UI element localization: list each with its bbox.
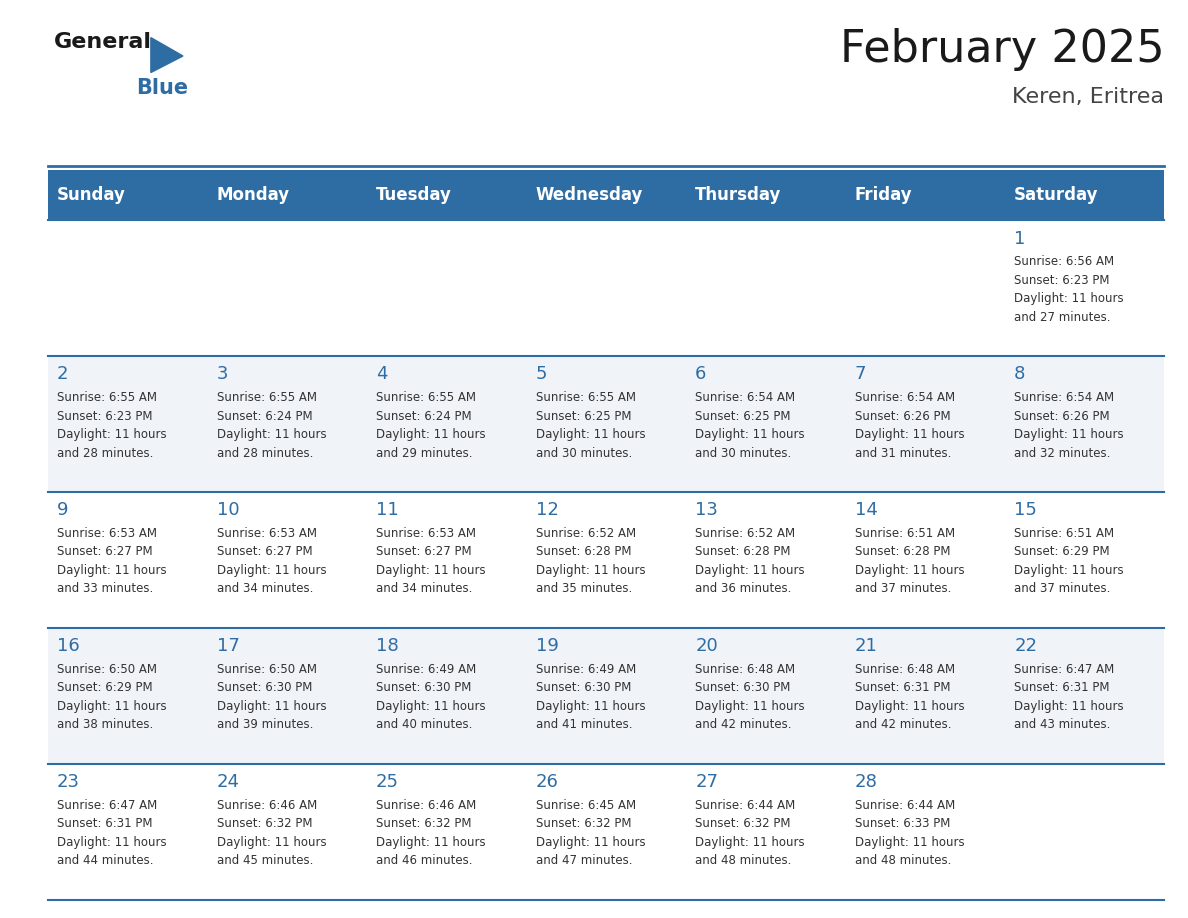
Text: Keren, Eritrea: Keren, Eritrea	[1012, 87, 1164, 107]
Text: Monday: Monday	[216, 186, 290, 204]
Bar	[48, 356, 1164, 492]
Text: 1: 1	[1015, 230, 1025, 248]
Text: Sunrise: 6:55 AM
Sunset: 6:24 PM
Daylight: 11 hours
and 29 minutes.: Sunrise: 6:55 AM Sunset: 6:24 PM Dayligh…	[377, 391, 486, 460]
Text: Blue: Blue	[137, 78, 189, 98]
Text: Sunrise: 6:49 AM
Sunset: 6:30 PM
Daylight: 11 hours
and 40 minutes.: Sunrise: 6:49 AM Sunset: 6:30 PM Dayligh…	[377, 663, 486, 732]
Text: Sunrise: 6:53 AM
Sunset: 6:27 PM
Daylight: 11 hours
and 34 minutes.: Sunrise: 6:53 AM Sunset: 6:27 PM Dayligh…	[377, 527, 486, 596]
Text: Sunrise: 6:53 AM
Sunset: 6:27 PM
Daylight: 11 hours
and 34 minutes.: Sunrise: 6:53 AM Sunset: 6:27 PM Dayligh…	[216, 527, 327, 596]
Text: Sunrise: 6:52 AM
Sunset: 6:28 PM
Daylight: 11 hours
and 36 minutes.: Sunrise: 6:52 AM Sunset: 6:28 PM Dayligh…	[695, 527, 804, 596]
Text: 17: 17	[216, 637, 240, 655]
Text: 24: 24	[216, 773, 240, 791]
Text: Sunrise: 6:50 AM
Sunset: 6:29 PM
Daylight: 11 hours
and 38 minutes.: Sunrise: 6:50 AM Sunset: 6:29 PM Dayligh…	[57, 663, 166, 732]
Text: 9: 9	[57, 501, 69, 520]
Text: Sunrise: 6:44 AM
Sunset: 6:33 PM
Daylight: 11 hours
and 48 minutes.: Sunrise: 6:44 AM Sunset: 6:33 PM Dayligh…	[854, 799, 965, 868]
Text: 15: 15	[1015, 501, 1037, 520]
Text: Sunrise: 6:44 AM
Sunset: 6:32 PM
Daylight: 11 hours
and 48 minutes.: Sunrise: 6:44 AM Sunset: 6:32 PM Dayligh…	[695, 799, 804, 868]
Text: Sunrise: 6:55 AM
Sunset: 6:24 PM
Daylight: 11 hours
and 28 minutes.: Sunrise: 6:55 AM Sunset: 6:24 PM Dayligh…	[216, 391, 327, 460]
Text: 21: 21	[854, 637, 878, 655]
Text: 26: 26	[536, 773, 558, 791]
Text: 27: 27	[695, 773, 719, 791]
Text: 20: 20	[695, 637, 718, 655]
Text: 5: 5	[536, 365, 548, 384]
Bar	[48, 170, 207, 220]
Text: 6: 6	[695, 365, 707, 384]
Text: Sunrise: 6:51 AM
Sunset: 6:28 PM
Daylight: 11 hours
and 37 minutes.: Sunrise: 6:51 AM Sunset: 6:28 PM Dayligh…	[854, 527, 965, 596]
Bar	[1005, 170, 1164, 220]
Text: Sunrise: 6:55 AM
Sunset: 6:23 PM
Daylight: 11 hours
and 28 minutes.: Sunrise: 6:55 AM Sunset: 6:23 PM Dayligh…	[57, 391, 166, 460]
Text: Sunday: Sunday	[57, 186, 126, 204]
Text: Thursday: Thursday	[695, 186, 782, 204]
Text: 25: 25	[377, 773, 399, 791]
Text: 16: 16	[57, 637, 80, 655]
Text: 7: 7	[854, 365, 866, 384]
Text: 2: 2	[57, 365, 69, 384]
Bar	[367, 170, 526, 220]
Text: 11: 11	[377, 501, 399, 520]
Bar	[48, 628, 1164, 764]
Bar	[48, 764, 1164, 900]
Text: Wednesday: Wednesday	[536, 186, 643, 204]
Text: General: General	[53, 32, 151, 52]
Text: 4: 4	[377, 365, 387, 384]
Text: Sunrise: 6:54 AM
Sunset: 6:26 PM
Daylight: 11 hours
and 32 minutes.: Sunrise: 6:54 AM Sunset: 6:26 PM Dayligh…	[1015, 391, 1124, 460]
Bar	[845, 170, 1005, 220]
Text: Sunrise: 6:54 AM
Sunset: 6:26 PM
Daylight: 11 hours
and 31 minutes.: Sunrise: 6:54 AM Sunset: 6:26 PM Dayligh…	[854, 391, 965, 460]
Text: Sunrise: 6:47 AM
Sunset: 6:31 PM
Daylight: 11 hours
and 43 minutes.: Sunrise: 6:47 AM Sunset: 6:31 PM Dayligh…	[1015, 663, 1124, 732]
Text: Sunrise: 6:50 AM
Sunset: 6:30 PM
Daylight: 11 hours
and 39 minutes.: Sunrise: 6:50 AM Sunset: 6:30 PM Dayligh…	[216, 663, 327, 732]
Text: 12: 12	[536, 501, 558, 520]
Text: Sunrise: 6:49 AM
Sunset: 6:30 PM
Daylight: 11 hours
and 41 minutes.: Sunrise: 6:49 AM Sunset: 6:30 PM Dayligh…	[536, 663, 645, 732]
Bar	[48, 220, 1164, 356]
Text: Sunrise: 6:56 AM
Sunset: 6:23 PM
Daylight: 11 hours
and 27 minutes.: Sunrise: 6:56 AM Sunset: 6:23 PM Dayligh…	[1015, 255, 1124, 324]
Text: Sunrise: 6:45 AM
Sunset: 6:32 PM
Daylight: 11 hours
and 47 minutes.: Sunrise: 6:45 AM Sunset: 6:32 PM Dayligh…	[536, 799, 645, 868]
Text: 3: 3	[216, 365, 228, 384]
Bar	[207, 170, 367, 220]
Text: 28: 28	[854, 773, 878, 791]
Text: Friday: Friday	[854, 186, 912, 204]
Text: Sunrise: 6:52 AM
Sunset: 6:28 PM
Daylight: 11 hours
and 35 minutes.: Sunrise: 6:52 AM Sunset: 6:28 PM Dayligh…	[536, 527, 645, 596]
Text: Sunrise: 6:48 AM
Sunset: 6:31 PM
Daylight: 11 hours
and 42 minutes.: Sunrise: 6:48 AM Sunset: 6:31 PM Dayligh…	[854, 663, 965, 732]
Text: Sunrise: 6:48 AM
Sunset: 6:30 PM
Daylight: 11 hours
and 42 minutes.: Sunrise: 6:48 AM Sunset: 6:30 PM Dayligh…	[695, 663, 804, 732]
Text: Sunrise: 6:51 AM
Sunset: 6:29 PM
Daylight: 11 hours
and 37 minutes.: Sunrise: 6:51 AM Sunset: 6:29 PM Dayligh…	[1015, 527, 1124, 596]
Text: 10: 10	[216, 501, 239, 520]
Polygon shape	[151, 38, 183, 73]
Text: Sunrise: 6:54 AM
Sunset: 6:25 PM
Daylight: 11 hours
and 30 minutes.: Sunrise: 6:54 AM Sunset: 6:25 PM Dayligh…	[695, 391, 804, 460]
Text: Sunrise: 6:46 AM
Sunset: 6:32 PM
Daylight: 11 hours
and 46 minutes.: Sunrise: 6:46 AM Sunset: 6:32 PM Dayligh…	[377, 799, 486, 868]
Text: Tuesday: Tuesday	[377, 186, 451, 204]
Text: Sunrise: 6:53 AM
Sunset: 6:27 PM
Daylight: 11 hours
and 33 minutes.: Sunrise: 6:53 AM Sunset: 6:27 PM Dayligh…	[57, 527, 166, 596]
Text: 19: 19	[536, 637, 558, 655]
Text: 23: 23	[57, 773, 80, 791]
Text: Sunrise: 6:47 AM
Sunset: 6:31 PM
Daylight: 11 hours
and 44 minutes.: Sunrise: 6:47 AM Sunset: 6:31 PM Dayligh…	[57, 799, 166, 868]
Bar	[685, 170, 845, 220]
Text: Sunrise: 6:46 AM
Sunset: 6:32 PM
Daylight: 11 hours
and 45 minutes.: Sunrise: 6:46 AM Sunset: 6:32 PM Dayligh…	[216, 799, 327, 868]
Text: 22: 22	[1015, 637, 1037, 655]
Text: 14: 14	[854, 501, 878, 520]
Bar	[526, 170, 685, 220]
Text: 13: 13	[695, 501, 718, 520]
Text: Saturday: Saturday	[1015, 186, 1099, 204]
Text: 18: 18	[377, 637, 399, 655]
Text: Sunrise: 6:55 AM
Sunset: 6:25 PM
Daylight: 11 hours
and 30 minutes.: Sunrise: 6:55 AM Sunset: 6:25 PM Dayligh…	[536, 391, 645, 460]
Text: 8: 8	[1015, 365, 1025, 384]
Bar	[48, 492, 1164, 628]
Text: February 2025: February 2025	[840, 28, 1164, 71]
